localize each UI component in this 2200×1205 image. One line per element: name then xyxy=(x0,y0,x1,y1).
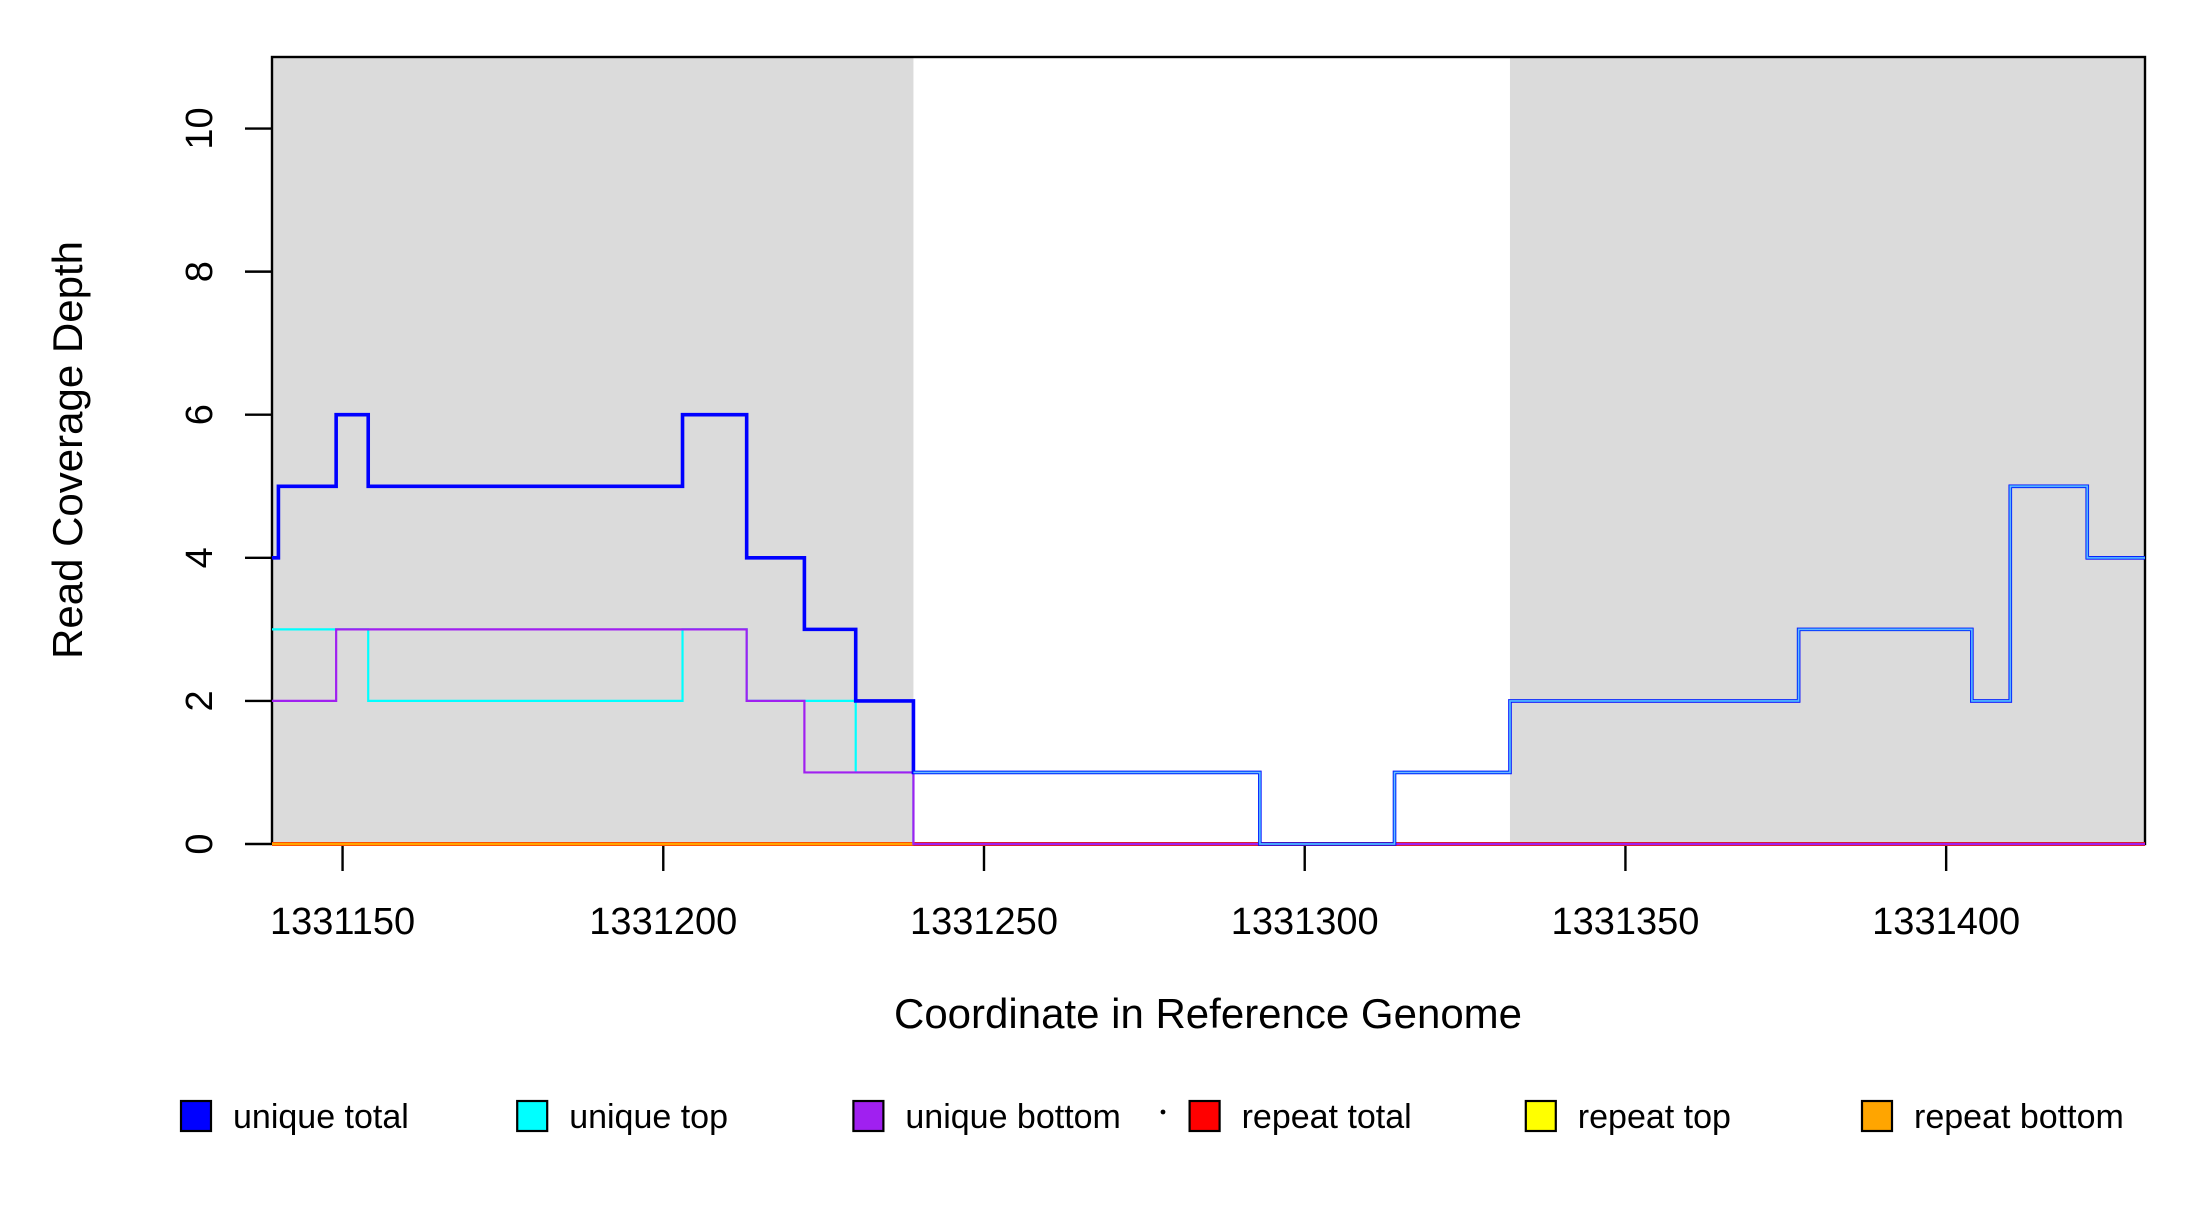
y-axis-tick-label: 2 xyxy=(179,690,221,711)
x-axis-tick-label: 1331300 xyxy=(1231,901,1379,943)
x-axis-tick-label: 1331400 xyxy=(1872,901,2020,943)
legend-label-repeat-top: repeat top xyxy=(1578,1098,1731,1136)
legend-swatch-unique-top xyxy=(516,1099,549,1133)
legend-label-repeat-total: repeat total xyxy=(1242,1098,1412,1136)
x-axis-title: Coordinate in Reference Genome xyxy=(894,990,1522,1037)
repeat-region-right xyxy=(1509,57,2145,844)
y-axis-tick-label: 10 xyxy=(179,107,221,149)
legend: unique total unique top unique bottom repea… xyxy=(179,1098,2124,1136)
legend-label-unique-total: unique total xyxy=(233,1098,409,1136)
legend-label-unique-top: unique top xyxy=(569,1098,728,1136)
repeat-region-left xyxy=(272,57,914,844)
legend-separator-dot xyxy=(1160,1109,1166,1115)
x-axis-tick-label: 1331150 xyxy=(270,901,415,943)
y-axis-tick-label: 8 xyxy=(179,261,221,282)
x-axis-tick-label: 1331350 xyxy=(1551,901,1699,943)
legend-label-unique-bottom: unique bottom xyxy=(905,1098,1121,1136)
series-lines xyxy=(272,412,2145,846)
x-axis-tick-label: 1331250 xyxy=(910,901,1058,943)
legend-swatch-repeat-bottom xyxy=(1860,1099,1894,1133)
x-axis-tick-label: 1331200 xyxy=(589,901,737,943)
legend-swatch-repeat-total xyxy=(1188,1099,1221,1133)
legend-swatch-unique-total xyxy=(179,1099,213,1133)
y-axis-tick-label: 0 xyxy=(179,833,221,854)
legend-swatch-unique-bottom xyxy=(852,1099,885,1133)
series-unique-total-right-core-line xyxy=(913,485,2145,845)
shaded-regions xyxy=(272,57,2145,844)
y-axis-tick-label: 6 xyxy=(179,404,221,425)
legend-label-repeat-bottom: repeat bottom xyxy=(1914,1098,2124,1136)
y-axis-title: Read Coverage Depth xyxy=(44,241,91,659)
axes: 1331150 1331200 1331250 1331300 1331350 13314… xyxy=(179,107,2020,943)
y-axis-tick-label: 4 xyxy=(179,547,221,568)
legend-swatch-repeat-top xyxy=(1524,1099,1557,1133)
series-unique-bottom-line xyxy=(272,628,2145,846)
